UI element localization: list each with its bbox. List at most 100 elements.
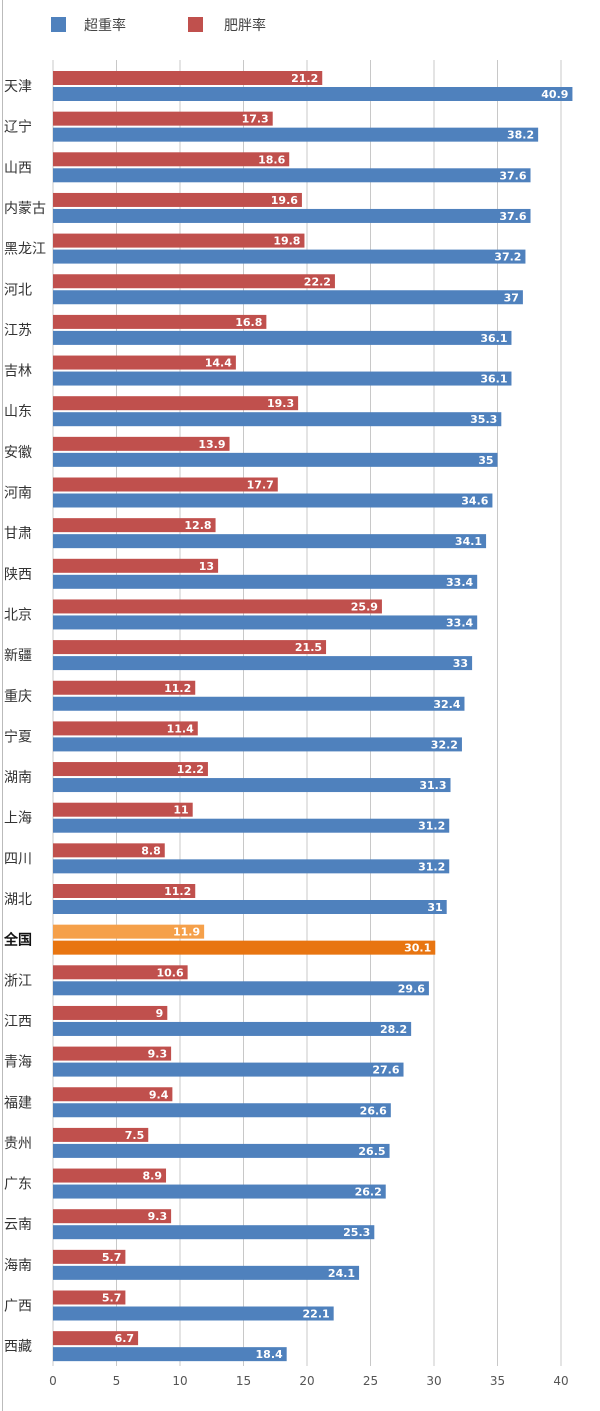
x-tick-label: 10 xyxy=(172,1374,187,1388)
obesity-bar xyxy=(53,1005,168,1020)
obesity-value-label: 18.6 xyxy=(258,153,285,166)
category-label: 青海 xyxy=(4,1055,32,1071)
category-label: 广西 xyxy=(4,1299,32,1315)
category-label: 江西 xyxy=(4,1014,32,1030)
overweight-bar xyxy=(53,818,450,833)
obesity-bar xyxy=(53,274,335,289)
overweight-value-label: 36.1 xyxy=(480,373,507,386)
obesity-value-label: 14.4 xyxy=(205,357,232,370)
x-tick-label: 0 xyxy=(49,1374,57,1388)
overweight-value-label: 26.6 xyxy=(360,1104,387,1117)
overweight-value-label: 33 xyxy=(453,657,468,670)
overweight-value-label: 35.3 xyxy=(470,413,497,426)
obesity-value-label: 12.2 xyxy=(177,763,204,776)
obesity-bar xyxy=(53,1249,126,1264)
x-tick-label: 5 xyxy=(113,1374,121,1388)
x-tick-label: 20 xyxy=(299,1374,314,1388)
overweight-value-label: 29.6 xyxy=(398,982,425,995)
obesity-value-label: 11.2 xyxy=(164,885,191,898)
overweight-value-label: 26.5 xyxy=(358,1145,385,1158)
obesity-bar xyxy=(53,1209,172,1224)
overweight-value-label: 31 xyxy=(427,901,442,914)
overweight-bar xyxy=(53,1265,360,1280)
x-tick-label: 40 xyxy=(553,1374,568,1388)
overweight-bar xyxy=(53,1184,386,1199)
category-label: 云南 xyxy=(4,1217,32,1233)
legend-label-obesity: 肥胖率 xyxy=(224,17,266,34)
category-label: 重庆 xyxy=(4,689,32,705)
obesity-bar xyxy=(53,396,299,411)
obesity-value-label: 6.7 xyxy=(115,1332,135,1345)
category-label: 湖北 xyxy=(4,892,32,908)
overweight-bar xyxy=(53,737,462,752)
overweight-value-label: 34.1 xyxy=(455,535,482,548)
obesity-bar xyxy=(53,599,382,614)
overweight-bar xyxy=(53,859,450,874)
obesity-value-label: 5.7 xyxy=(102,1292,122,1305)
x-tick-label: 15 xyxy=(236,1374,251,1388)
overweight-value-label: 31.3 xyxy=(419,779,446,792)
obesity-bar xyxy=(53,314,267,329)
overweight-value-label: 31.2 xyxy=(418,860,445,873)
obesity-value-label: 9.3 xyxy=(148,1210,168,1223)
overweight-value-label: 40.9 xyxy=(541,88,568,101)
obesity-bar xyxy=(53,640,327,655)
legend-label-overweight: 超重率 xyxy=(84,17,126,34)
obesity-bar xyxy=(53,152,290,167)
overweight-bar xyxy=(53,1021,412,1036)
x-tick-label: 35 xyxy=(490,1374,505,1388)
obesity-value-label: 22.2 xyxy=(304,275,331,288)
category-label: 山东 xyxy=(4,404,32,420)
category-label: 新疆 xyxy=(4,648,32,664)
chart-frame xyxy=(2,0,3,1411)
obesity-value-label: 19.8 xyxy=(273,235,300,248)
obesity-bar xyxy=(53,192,302,207)
overweight-value-label: 22.1 xyxy=(303,1308,330,1321)
category-label: 四川 xyxy=(4,851,32,867)
obesity-bar xyxy=(53,111,273,126)
overweight-bar xyxy=(53,778,451,793)
overweight-bar xyxy=(53,981,429,996)
overweight-bar xyxy=(53,330,512,345)
overweight-bar xyxy=(53,534,487,549)
overweight-bar xyxy=(53,249,526,264)
x-tick-label: 25 xyxy=(363,1374,378,1388)
obesity-bar xyxy=(53,1087,173,1102)
legend-swatch-obesity xyxy=(188,17,203,32)
category-label: 内蒙古 xyxy=(4,201,46,217)
overweight-value-label: 28.2 xyxy=(380,1023,407,1036)
category-label: 山西 xyxy=(4,160,32,176)
obesity-bar xyxy=(53,558,219,573)
obesity-bar xyxy=(53,355,236,370)
overweight-value-label: 30.1 xyxy=(404,942,431,955)
overweight-bar xyxy=(53,900,447,914)
overweight-bar xyxy=(53,615,478,630)
obesity-value-label: 13.9 xyxy=(198,438,225,451)
obesity-bar xyxy=(53,71,323,85)
obesity-bar xyxy=(53,518,216,533)
obesity-value-label: 10.6 xyxy=(156,966,183,979)
overweight-value-label: 37.6 xyxy=(499,169,526,182)
obesity-bar xyxy=(53,680,196,695)
overweight-bar xyxy=(53,1306,334,1321)
category-label: 上海 xyxy=(4,811,32,827)
obesity-value-label: 11 xyxy=(173,804,188,817)
obesity-value-label: 9 xyxy=(156,1007,164,1020)
overweight-bar xyxy=(53,168,531,183)
legend-swatch-overweight xyxy=(51,17,66,32)
obesity-value-label: 19.6 xyxy=(271,194,298,207)
bars: 天津 21.2 40.9 辽宁 17.3 38.2 山西 18.6 37.6 内蒙古 19.6 37.… xyxy=(3,71,573,1362)
overweight-bar xyxy=(53,1347,287,1362)
overweight-value-label: 32.4 xyxy=(433,698,460,711)
overweight-value-label: 31.2 xyxy=(418,820,445,833)
obesity-bar xyxy=(53,884,196,898)
overweight-value-label: 34.6 xyxy=(461,495,488,508)
category-label: 陕西 xyxy=(4,567,32,583)
obesity-value-label: 25.9 xyxy=(351,600,378,613)
overweight-bar xyxy=(53,452,498,467)
obesity-bar xyxy=(53,1290,126,1305)
overweight-value-label: 37.2 xyxy=(494,251,521,264)
obesity-value-label: 21.5 xyxy=(295,641,322,654)
obesity-bar xyxy=(53,436,230,451)
